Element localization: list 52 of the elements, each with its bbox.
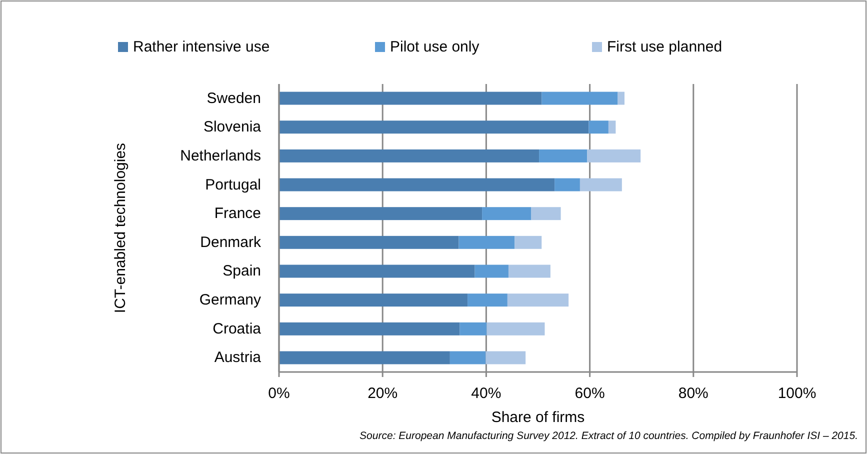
bar bbox=[542, 92, 618, 105]
x-tick-label: 100% bbox=[778, 385, 816, 402]
bar bbox=[608, 120, 616, 134]
bar bbox=[507, 294, 569, 307]
y-tick-label: Spain bbox=[222, 262, 261, 280]
bar bbox=[468, 294, 508, 307]
source-note: Source: European Manufacturing Survey 2012. Extract of 10 countries. Compiled by Fraunhofer ISI – 2015. bbox=[360, 430, 858, 442]
bar bbox=[279, 178, 555, 192]
bar bbox=[531, 207, 561, 220]
bar bbox=[486, 322, 545, 336]
legend-label: Pilot use only bbox=[390, 38, 480, 56]
bar bbox=[450, 351, 486, 364]
y-tick-label: Austria bbox=[214, 349, 262, 366]
y-tick-label: Portugal bbox=[205, 176, 261, 194]
bar bbox=[539, 149, 588, 162]
legend-label: Rather intensive use bbox=[133, 38, 270, 56]
x-tick-label: 40% bbox=[471, 385, 502, 402]
x-tick-label: 0% bbox=[268, 385, 290, 402]
bar bbox=[458, 236, 515, 249]
y-tick-label: France bbox=[214, 205, 261, 222]
x-tick-label: 80% bbox=[678, 385, 708, 402]
bar bbox=[279, 322, 460, 336]
bar bbox=[279, 294, 468, 307]
bar bbox=[486, 351, 526, 364]
x-tick-label: 20% bbox=[368, 385, 398, 402]
bar bbox=[580, 178, 622, 192]
y-tick-label: Croatia bbox=[212, 320, 262, 338]
bar bbox=[587, 149, 641, 162]
x-tick-label: 60% bbox=[574, 385, 605, 402]
bar bbox=[279, 351, 450, 364]
y-tick-label: Denmark bbox=[200, 234, 262, 251]
bar bbox=[279, 120, 589, 134]
bar bbox=[554, 178, 580, 192]
bar bbox=[279, 207, 482, 220]
bar bbox=[279, 264, 475, 278]
y-tick-label: Netherlands bbox=[180, 147, 261, 164]
bar bbox=[474, 264, 508, 278]
bar bbox=[279, 92, 542, 105]
bar bbox=[460, 322, 487, 336]
y-axis-title: ICT-enabled technologies bbox=[112, 142, 129, 314]
bar bbox=[514, 236, 542, 249]
bar bbox=[588, 120, 608, 134]
y-tick-label: Sweden bbox=[206, 90, 261, 107]
bar bbox=[618, 92, 625, 105]
bar bbox=[508, 264, 550, 278]
y-tick-label: Slovenia bbox=[203, 118, 262, 136]
bar bbox=[482, 207, 532, 220]
x-axis-title: Share of firms bbox=[491, 409, 585, 426]
y-tick-label: Germany bbox=[199, 292, 262, 309]
legend-label: First use planned bbox=[607, 38, 722, 56]
bar bbox=[279, 149, 540, 162]
bar bbox=[279, 236, 459, 249]
